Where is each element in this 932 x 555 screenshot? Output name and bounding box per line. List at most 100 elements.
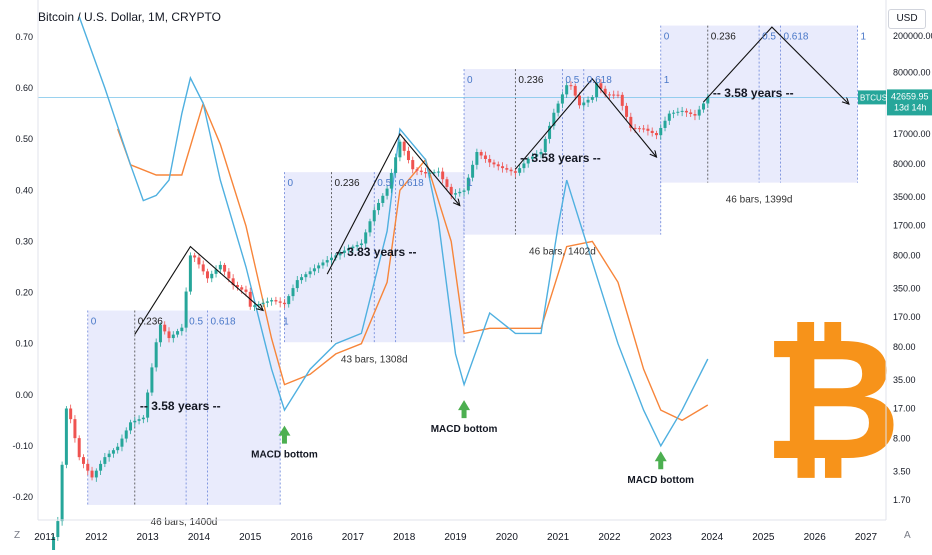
cycle-duration-label: 43 bars, 1308d [341, 354, 408, 365]
candle-body [158, 324, 162, 343]
candle-body [261, 302, 265, 305]
macd-tick-label: 0.40 [15, 185, 33, 195]
candle-body [111, 450, 115, 454]
cycle-years-label: -- 3.58 years -- [520, 151, 601, 165]
fib-level-label: 0.5 [377, 178, 391, 189]
candle-body [394, 157, 398, 173]
candle-body [329, 257, 333, 261]
candle-body [107, 453, 111, 458]
symbol-tag-label: BTCUSD [860, 93, 893, 102]
cycle-labels: 0 0.236 0.5 0.618 1 46 bars, 1400d 0 0.236 0.5 0.… [91, 32, 867, 528]
price-tag-value: 42659.95 [891, 91, 929, 101]
candle-body [205, 271, 209, 279]
candle-body [667, 113, 671, 121]
candle-body [505, 168, 509, 170]
fib-level-label: 0.618 [210, 317, 235, 328]
candle-body [171, 334, 175, 339]
candle-body [381, 195, 385, 203]
candles [47, 79, 710, 555]
candle-body [684, 110, 688, 113]
projection-line-4 [703, 26, 849, 104]
macd-tick-label: 0.50 [15, 134, 33, 144]
up-arrow-icon [458, 400, 471, 419]
price-tick-label: 1.70 [893, 495, 911, 505]
candle-body [282, 302, 286, 305]
candle-body [218, 264, 222, 270]
candle-body [659, 127, 663, 136]
candle-body [663, 120, 667, 128]
candle-body [496, 164, 500, 167]
cycle-box-4 [660, 25, 858, 183]
projection-line-3 [514, 78, 656, 170]
price-tick-label: 17000.00 [893, 129, 931, 139]
candle-body [274, 300, 278, 302]
candle-body [64, 408, 68, 465]
cycle-years-label: -- 3.83 years -- [336, 245, 417, 259]
candle-body [454, 193, 457, 195]
candle-body [441, 171, 445, 180]
candle-body [137, 419, 141, 421]
candle-body [518, 168, 522, 173]
macd-bottom-label: MACD bottom [627, 475, 694, 486]
cycle-duration-label: 46 bars, 1402d [529, 247, 596, 258]
price-tag-countdown: 13d 14h [894, 102, 927, 112]
candle-body [406, 150, 410, 161]
candle-body [603, 88, 607, 95]
candle-body [522, 163, 526, 169]
candle-body [642, 128, 646, 130]
candle-body [231, 278, 235, 286]
candle-body [317, 265, 321, 269]
candle-body [569, 85, 573, 87]
x-tick-label: 2025 [752, 532, 775, 543]
fib-level-label: 0 [664, 32, 670, 43]
candle-body [210, 273, 214, 279]
currency-badge[interactable]: USD [888, 9, 926, 29]
candle-body [556, 103, 560, 113]
candle-body [193, 255, 197, 258]
timezone-button[interactable]: Z [14, 530, 21, 541]
candle-body [539, 151, 543, 155]
candle-body [654, 133, 658, 136]
candle-body [253, 305, 257, 307]
price-tick-label: 8000.00 [893, 159, 926, 169]
candle-body [120, 438, 124, 447]
candle-body [141, 417, 145, 420]
fib-level-label: 0.236 [518, 75, 543, 86]
candle-body [129, 422, 133, 431]
candle-body [304, 274, 308, 278]
candle-body [509, 169, 513, 172]
candle-body [287, 296, 291, 305]
candle-body [697, 109, 701, 116]
candle-body [578, 95, 582, 106]
price-tick-label: 3500.00 [893, 192, 926, 202]
x-tick-label: 2018 [393, 532, 416, 543]
x-tick-label: 2013 [137, 532, 160, 543]
candle-body [214, 269, 218, 274]
candle-body [325, 260, 329, 263]
candle-body [240, 287, 244, 290]
up-arrow-icon [654, 451, 667, 470]
price-tick-label: 350.00 [893, 283, 921, 293]
candle-body [471, 164, 475, 178]
candle-body [582, 102, 586, 106]
auto-scale-button[interactable]: A [904, 530, 911, 541]
fib-level-label: 0.618 [587, 75, 612, 86]
candle-body [133, 420, 137, 423]
fib-level-label: 0.618 [399, 178, 424, 189]
x-tick-label: 2023 [650, 532, 673, 543]
fib-level-label: 0.236 [138, 317, 163, 328]
candle-body [180, 327, 184, 332]
candle-body [402, 141, 406, 151]
candle-body [436, 171, 440, 173]
candle-body [398, 141, 402, 158]
candle-body [599, 83, 603, 89]
candle-body [535, 154, 539, 157]
candle-body [526, 158, 530, 164]
projection-lines [134, 26, 849, 335]
candle-body [184, 291, 188, 328]
macd-tick-label: 0.60 [15, 83, 33, 93]
candle-body [308, 271, 312, 275]
candle-body [223, 264, 227, 272]
